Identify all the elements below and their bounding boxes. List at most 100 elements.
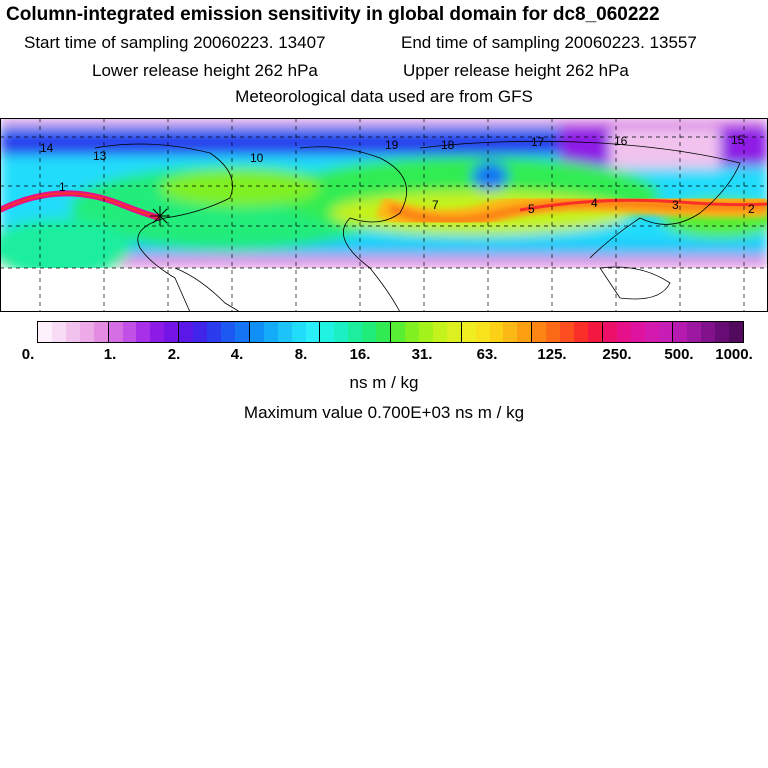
region-label-1: 1	[59, 180, 66, 194]
colorbar-segment	[248, 322, 264, 342]
units-label: ns m / kg	[349, 373, 419, 392]
colorbar-segment	[122, 322, 137, 342]
colorbar-segment	[601, 322, 617, 342]
field-arctic-pale	[610, 128, 720, 168]
plot-title: Column-integrated emission sensitivity i…	[6, 4, 660, 25]
colorbar-segment	[644, 322, 659, 342]
colorbar-segment	[319, 322, 335, 342]
colorbar-tick-2: 2.	[167, 346, 181, 363]
jet-core-red	[519, 198, 768, 212]
graticule	[0, 118, 768, 312]
colorbar-segment	[193, 322, 208, 342]
colorbar-segment	[334, 322, 349, 342]
colorbar-tick-6: 31.	[411, 346, 433, 363]
southern-blank	[0, 268, 768, 312]
field-lime	[160, 170, 320, 206]
colorbar-segment	[305, 322, 320, 342]
colorbar-tick-3: 4.	[230, 346, 244, 363]
colorbar-segment	[150, 322, 165, 342]
release-point-marker	[150, 206, 170, 226]
colorbar-tick-5: 16.	[349, 346, 371, 363]
coast-australia	[599, 266, 671, 300]
colorbar-tick-0: 0.	[21, 346, 35, 363]
colorbar-segment	[658, 322, 673, 342]
colorbar-segment	[531, 322, 547, 342]
colorbar-segment	[616, 322, 631, 342]
colorbar-segment	[220, 322, 235, 342]
marker-d2	[152, 208, 168, 224]
colorbar-segment	[376, 322, 391, 342]
field-layer	[0, 118, 768, 312]
colorbar-tick-1: 1.	[103, 346, 117, 363]
colorbar-segment	[207, 322, 221, 342]
colorbar-segment	[672, 322, 688, 342]
lower-release-label: Lower release height 262 hPa	[92, 61, 318, 80]
colorbar-segment	[574, 322, 588, 342]
colorbar-segment	[136, 322, 151, 342]
colorbar-segment	[362, 322, 377, 342]
map-svg: 1 2 3 4 5 7 10 13 14 15 16 17 18 19	[0, 118, 768, 312]
colorbar-tick-8: 125.	[537, 346, 567, 363]
max-value-label: Maximum value 0.700E+03 ns m / kg	[243, 403, 525, 422]
colorbar-segment	[432, 322, 447, 342]
colorbar-segment	[263, 322, 278, 342]
field-blue-spot	[472, 162, 508, 190]
coast-north-america	[94, 143, 233, 312]
colorbar-segment	[460, 322, 476, 342]
colorbar-segment	[475, 322, 490, 342]
colorbar-tick-11: 1000.	[715, 346, 753, 363]
colorbar-segment	[348, 322, 363, 342]
coast-south-america	[174, 267, 241, 312]
colorbar-segment	[93, 322, 108, 342]
colorbar-segment	[446, 322, 461, 342]
colorbar-segment	[178, 322, 194, 342]
region-label-18: 18	[441, 138, 455, 152]
colorbar-segment	[65, 322, 80, 342]
region-label-4: 4	[591, 196, 598, 210]
start-time-label: Start time of sampling 20060223. 13407	[24, 33, 326, 52]
colorbar-segment	[390, 322, 405, 342]
colorbar-segment	[404, 322, 419, 342]
region-label-16: 16	[614, 134, 628, 148]
colorbar-segment	[687, 322, 702, 342]
colorbar-segment	[79, 322, 94, 342]
region-label-2: 2	[748, 202, 755, 216]
colorbar-segment	[291, 322, 306, 342]
colorbar-segment	[701, 322, 716, 342]
colorbar-segment	[164, 322, 179, 342]
colorbar-segment	[630, 322, 645, 342]
colorbar-segment	[418, 322, 433, 342]
colorbar-segment	[38, 322, 52, 342]
colorbar-segment	[587, 322, 602, 342]
colorbar-segment	[560, 322, 575, 342]
colorbar-segment	[729, 322, 744, 342]
colorbar-segment	[277, 322, 292, 342]
field-pacific-green	[0, 218, 130, 278]
sensitivity-map: 1 2 3 4 5 7 10 13 14 15 16 17 18 19	[0, 118, 768, 312]
colorbar-segment	[517, 322, 532, 342]
region-label-15: 15	[731, 133, 745, 147]
coast-asia	[419, 140, 741, 259]
colorbar-segment	[489, 322, 504, 342]
region-label-13: 13	[93, 149, 107, 163]
colorbar-segment	[51, 322, 66, 342]
region-label-7: 7	[432, 198, 439, 212]
colorbar-segment	[715, 322, 730, 342]
colorbar-segment	[234, 322, 249, 342]
colorbar	[37, 321, 744, 343]
colorbar-tick-4: 8.	[294, 346, 308, 363]
region-label-10: 10	[250, 151, 264, 165]
region-label-5: 5	[528, 202, 535, 216]
region-label-14: 14	[40, 141, 54, 155]
upper-release-label: Upper release height 262 hPa	[403, 61, 629, 80]
colorbar-segment	[107, 322, 123, 342]
colorbar-tick-10: 500.	[664, 346, 694, 363]
colorbar-segment	[546, 322, 561, 342]
region-label-3: 3	[672, 198, 679, 212]
met-data-label: Meteorological data used are from GFS	[235, 87, 533, 106]
end-time-label: End time of sampling 20060223. 13557	[401, 33, 697, 52]
region-label-19: 19	[385, 138, 399, 152]
colorbar-tick-9: 250.	[602, 346, 632, 363]
colorbar-segment	[503, 322, 518, 342]
trajectory-core	[0, 192, 161, 219]
